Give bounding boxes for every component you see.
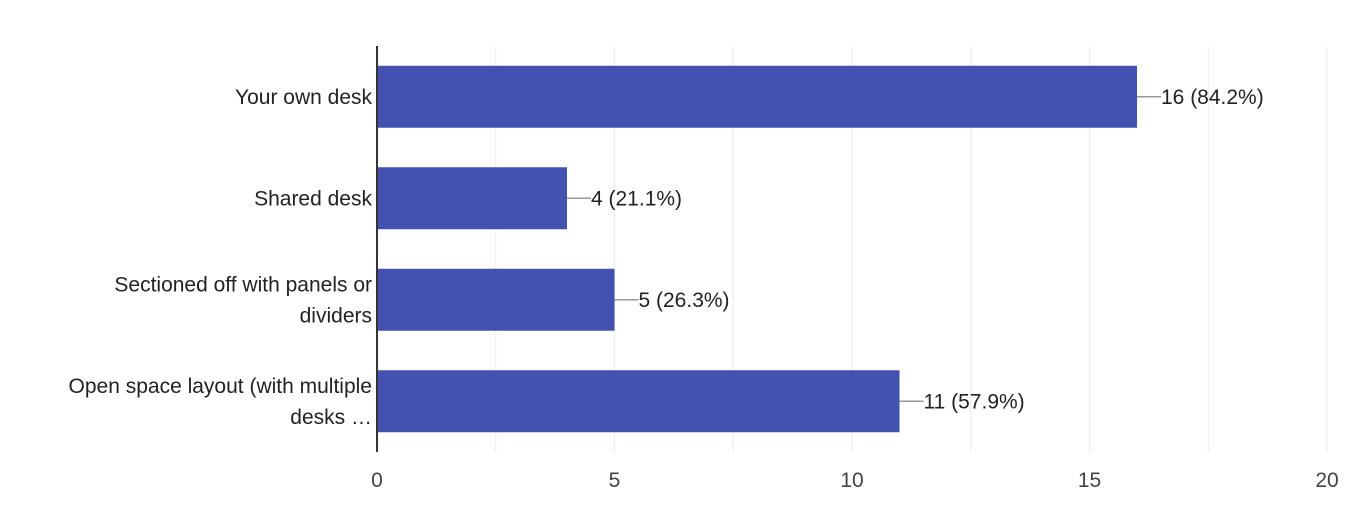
category-label: Shared desk (254, 187, 372, 210)
category-label: Sectioned off with panels or (114, 273, 372, 296)
data-label: 4 (21.1%) (591, 187, 682, 210)
bar (377, 370, 900, 433)
data-label: 11 (57.9%) (924, 390, 1025, 413)
x-tick-label: 15 (1078, 469, 1101, 492)
category-label: Open space layout (with multiple (69, 375, 373, 398)
category-label: dividers (300, 304, 372, 327)
x-tick-label: 5 (609, 469, 621, 492)
category-labels: Your own desk Shared desk Sectioned off wi… (69, 86, 373, 429)
bar (377, 268, 615, 331)
bar (377, 65, 1137, 128)
x-tick-label: 20 (1315, 469, 1338, 492)
category-label: desks … (290, 406, 372, 429)
data-label: 16 (84.2%) (1161, 86, 1264, 109)
bars (377, 65, 1137, 433)
leader-lines (567, 96, 1161, 402)
bar (377, 167, 567, 230)
data-labels: 16 (84.2%) 4 (21.1%) 5 (26.3%) 11 (57.9%) (591, 86, 1264, 414)
x-tick-label: 0 (371, 469, 383, 492)
x-tick-labels: 0 5 10 15 20 (371, 469, 1339, 492)
data-label: 5 (26.3%) (639, 289, 730, 312)
category-label: Your own desk (235, 86, 372, 109)
x-tick-label: 10 (840, 469, 863, 492)
